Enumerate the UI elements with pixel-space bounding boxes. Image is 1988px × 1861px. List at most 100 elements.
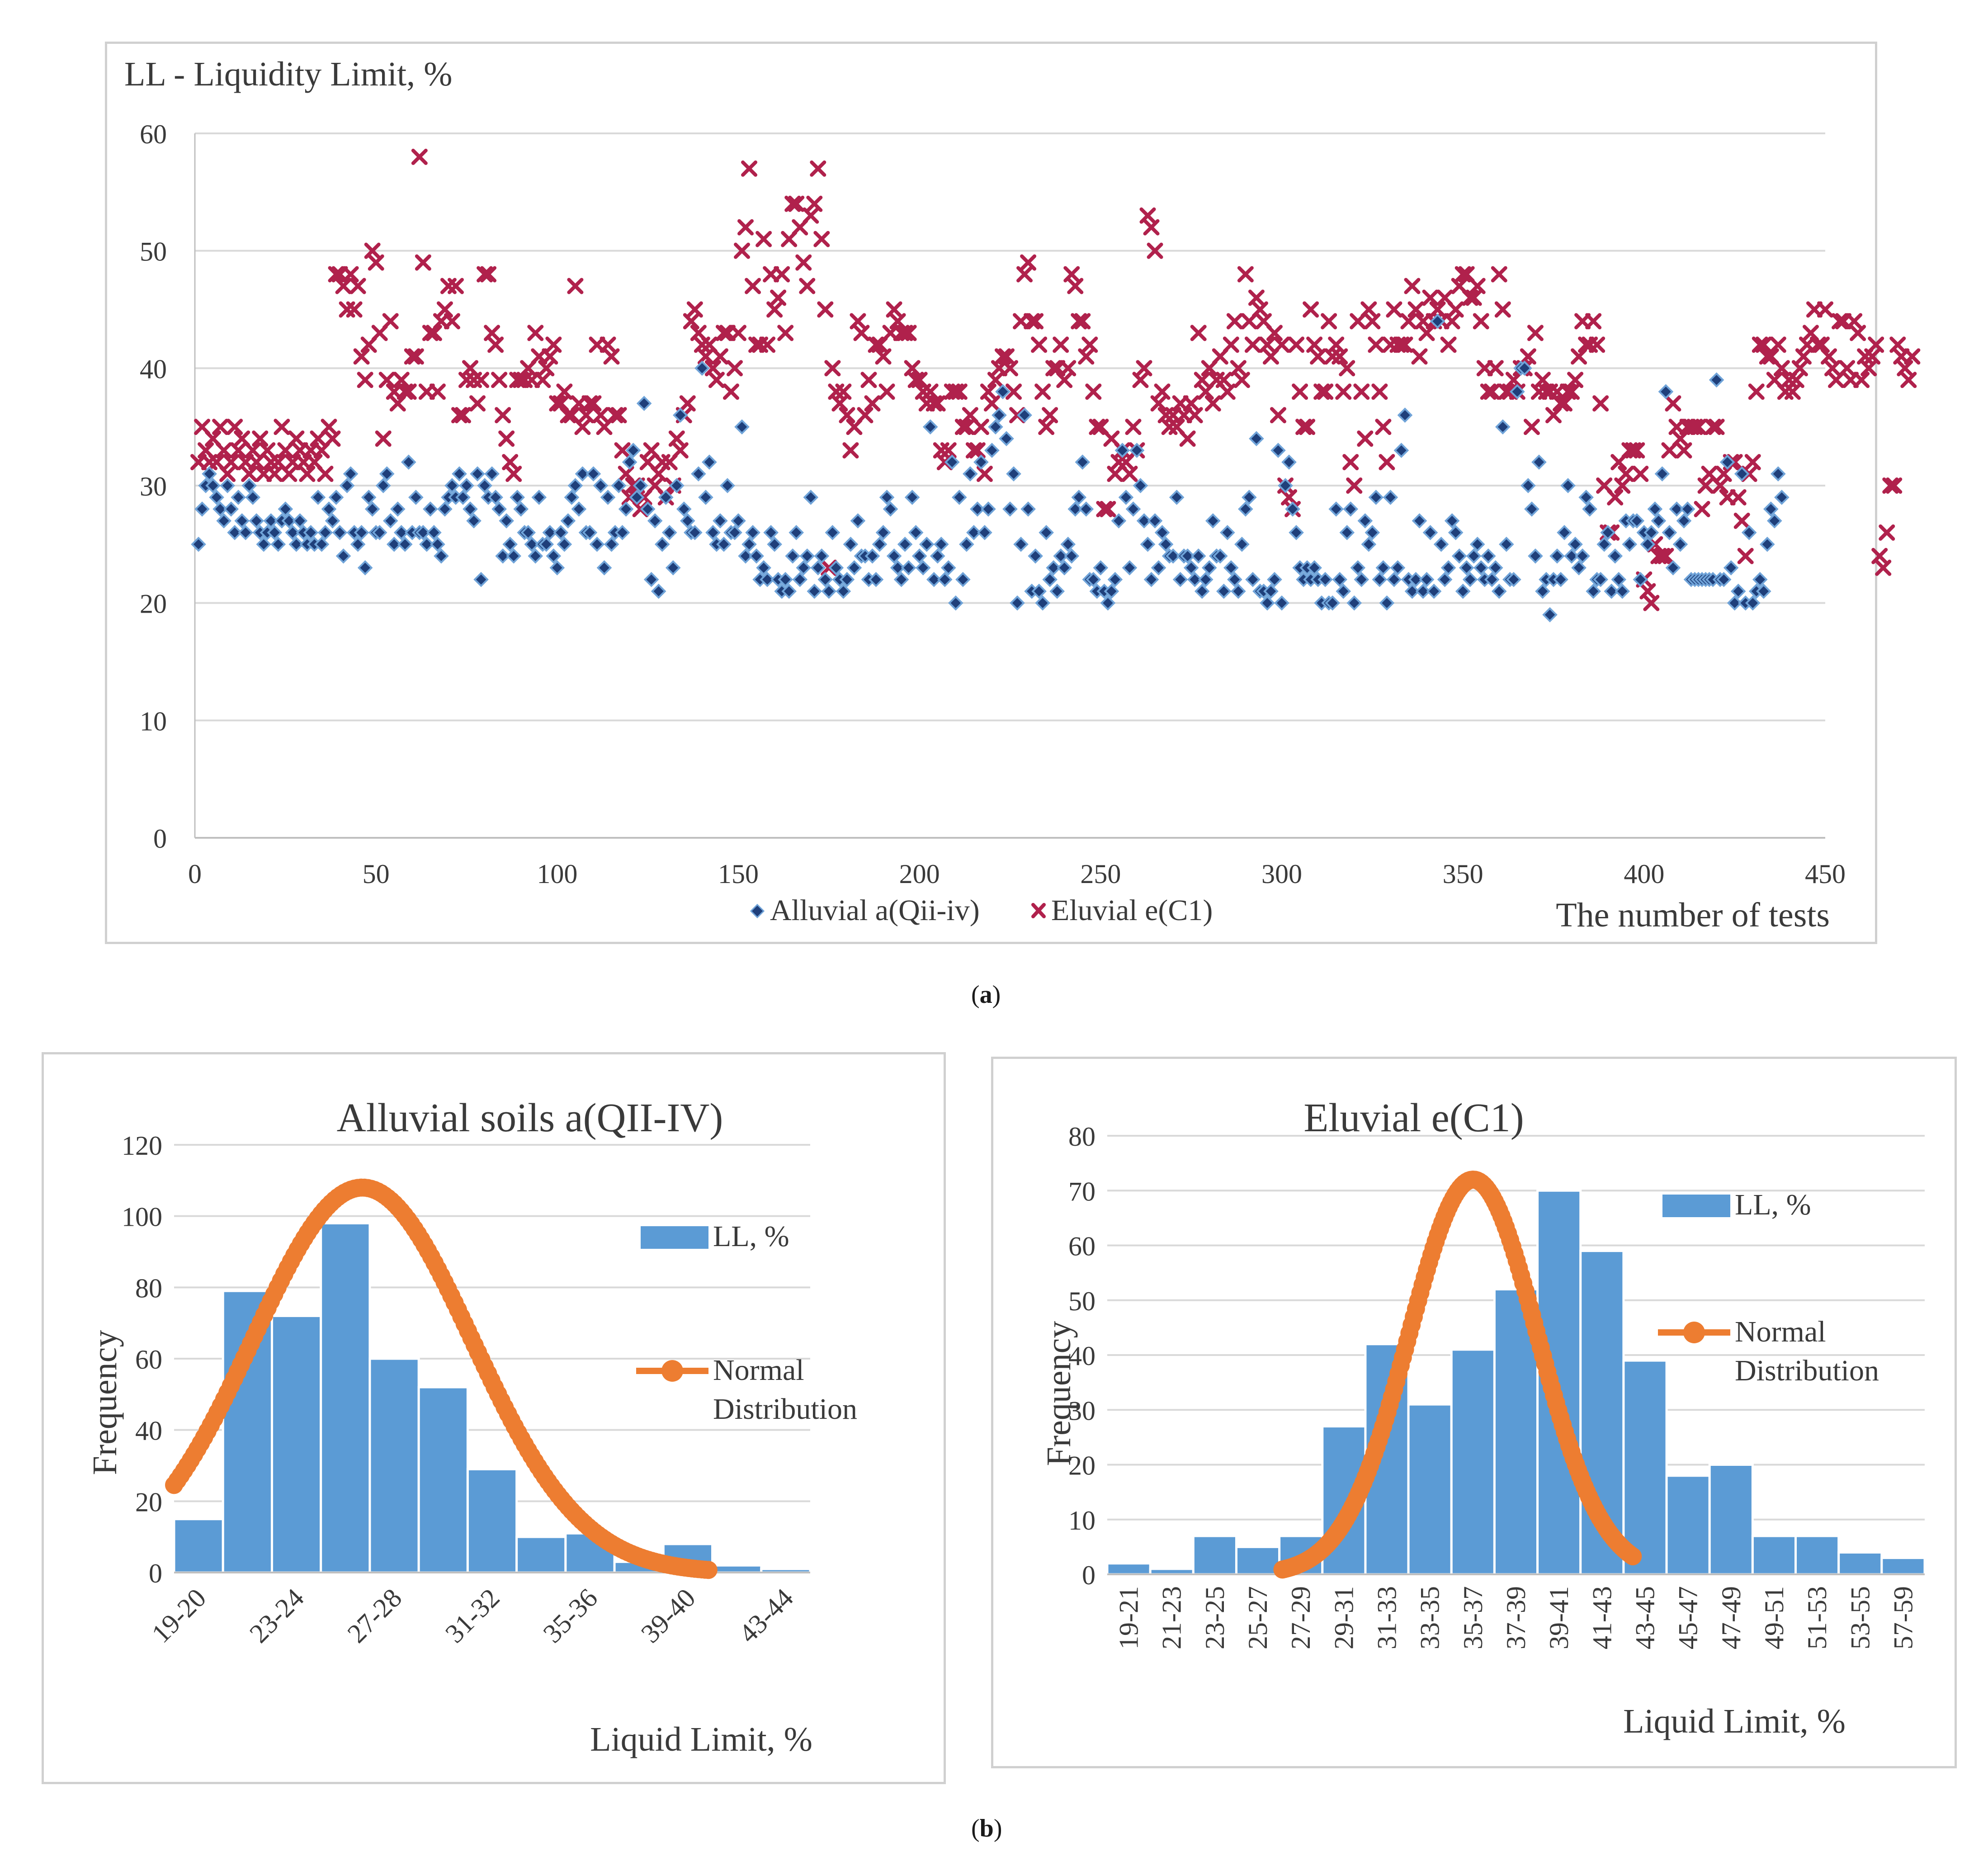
alluvial-point xyxy=(796,560,812,576)
eluvial-point xyxy=(756,231,772,247)
eluvial-point xyxy=(726,360,743,377)
eluvial-point xyxy=(1690,419,1707,435)
histogram-bar xyxy=(1450,1348,1496,1576)
eluvial-point xyxy=(929,395,946,412)
alluvial-point xyxy=(1223,560,1239,576)
alluvial-point xyxy=(1730,583,1746,599)
y-tick-label: 120 xyxy=(122,1131,162,1161)
eluvial-point xyxy=(886,301,902,318)
alluvial-point xyxy=(807,583,822,599)
eluvial-point xyxy=(1056,372,1073,388)
eluvial-point xyxy=(900,325,917,341)
alluvial-point xyxy=(249,513,264,529)
histogram-bar xyxy=(1665,1474,1711,1576)
alluvial-point xyxy=(1531,454,1547,470)
eluvial-point xyxy=(397,383,413,400)
y-tick-label: 50 xyxy=(140,237,167,267)
eluvial-point xyxy=(1060,360,1077,377)
alluvial-point xyxy=(423,501,438,517)
alluvial-point xyxy=(713,513,728,529)
alluvial-point xyxy=(596,560,612,576)
eluvial-point xyxy=(1251,301,1268,318)
alluvial-point xyxy=(463,501,478,517)
eluvial-point xyxy=(1353,383,1370,400)
alluvial-point xyxy=(191,537,206,552)
alluvial-point xyxy=(756,560,771,576)
eluvial-point xyxy=(1625,442,1642,459)
eluvial-point xyxy=(958,419,975,435)
alluvial-point xyxy=(408,490,424,505)
alluvial-point xyxy=(506,548,522,564)
eluvial-point xyxy=(1462,289,1478,306)
alluvial-point xyxy=(434,548,449,564)
alluvial-point xyxy=(625,443,641,458)
alluvial-point xyxy=(1267,572,1282,587)
alluvial-point xyxy=(1158,537,1174,552)
alluvial-point xyxy=(1752,572,1768,587)
alluvial-point xyxy=(1375,560,1391,576)
alluvial-point xyxy=(1774,490,1790,505)
eluvial-point xyxy=(436,301,453,318)
alluvial-point xyxy=(803,490,819,505)
eluvial-point xyxy=(1100,501,1116,517)
eluvial-point xyxy=(1454,266,1471,283)
eluvial-point xyxy=(1900,372,1917,388)
alluvial-point xyxy=(781,583,797,599)
eluvial-point xyxy=(1632,466,1649,482)
y-tick-label: 0 xyxy=(149,1559,162,1588)
alluvial-point xyxy=(416,525,431,540)
alluvial-point xyxy=(919,537,935,552)
alluvial-point xyxy=(1412,513,1427,529)
alluvial-point xyxy=(1067,501,1083,517)
eluvial-point xyxy=(425,325,442,341)
alluvial-point xyxy=(364,501,380,517)
alluvial-point xyxy=(1622,537,1638,552)
eluvial-point xyxy=(1618,466,1634,482)
eluvial-point xyxy=(722,383,739,400)
alluvial-point xyxy=(1676,513,1692,529)
alluvial-point xyxy=(1528,548,1543,564)
eluvial-point xyxy=(1179,430,1196,447)
scatter-chart: 0 10 20 30 40 50 60 0 50 100 150 200 250 300 350 400 450… xyxy=(124,55,1921,934)
eluvial-point xyxy=(1527,325,1544,341)
alluvial-point xyxy=(1586,583,1601,599)
eluvial-point xyxy=(770,289,787,306)
eluvial-point xyxy=(969,442,986,459)
x-tick-label: 37-39 xyxy=(1501,1586,1531,1649)
eluvial-point xyxy=(1411,348,1428,365)
x-axis-title: Liquid Limit, % xyxy=(590,1720,812,1758)
alluvial-point xyxy=(571,501,587,517)
alluvial-point xyxy=(593,478,609,493)
alluvial-point xyxy=(426,525,442,540)
histogram-bar xyxy=(1407,1403,1453,1576)
eluvial-point xyxy=(976,466,993,482)
eluvial-point xyxy=(1585,313,1602,330)
eluvial-point xyxy=(1332,348,1348,365)
caption-b-label: b xyxy=(979,1814,994,1842)
eluvial-point xyxy=(1223,336,1239,353)
alluvial-point xyxy=(1517,360,1532,376)
eluvial-point xyxy=(1589,336,1606,353)
alluvial-point xyxy=(1430,313,1445,329)
alluvial-point xyxy=(1495,419,1511,435)
alluvial-point xyxy=(288,537,304,552)
x-tick-label: 31-33 xyxy=(1372,1586,1402,1649)
x-tick-label: 300 xyxy=(1261,859,1302,889)
alluvial-point xyxy=(263,513,279,529)
alluvial-point xyxy=(1274,595,1289,611)
alluvial-point xyxy=(1607,548,1623,564)
eluvial-point xyxy=(1342,454,1359,471)
eluvial-point xyxy=(686,301,703,318)
y-tick-label: 60 xyxy=(135,1345,162,1374)
alluvial-point xyxy=(542,525,558,540)
alluvial-point xyxy=(1111,513,1127,529)
scatter-chart-panel: 0 10 20 30 40 50 60 0 50 100 150 200 250 300 350 400 450… xyxy=(105,42,1921,944)
eluvial-point xyxy=(335,278,352,294)
eluvial-point xyxy=(1886,477,1903,494)
alluvial-point xyxy=(933,537,949,552)
eluvial-point xyxy=(817,301,834,318)
eluvial-point xyxy=(734,242,751,259)
alluvial-point xyxy=(205,478,221,493)
alluvial-point xyxy=(1212,548,1228,564)
caption-a: (a) xyxy=(971,981,1001,1009)
